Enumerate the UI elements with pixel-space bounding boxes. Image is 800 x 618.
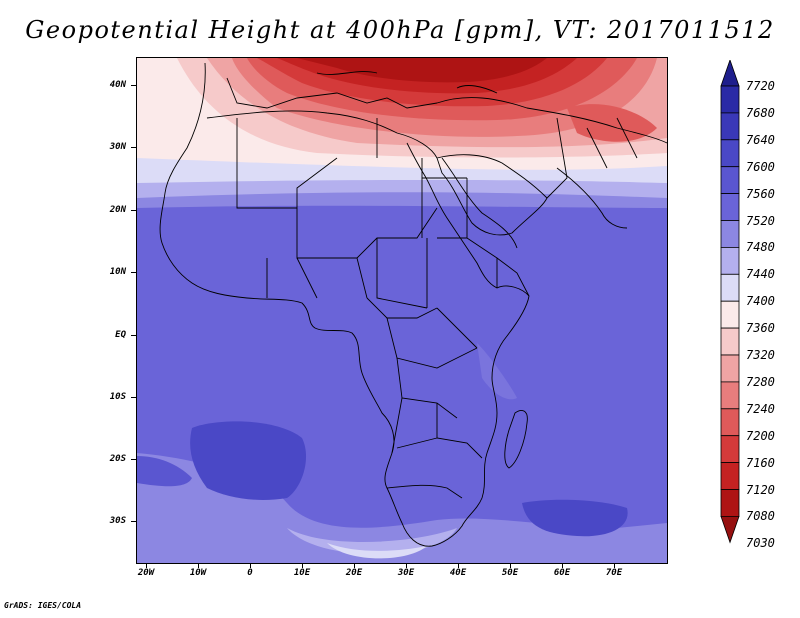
legend-label: 7480	[746, 240, 775, 255]
legend-label: 7160	[746, 455, 775, 470]
legend-swatch	[720, 139, 740, 168]
legend-label: 7400	[746, 294, 775, 309]
lon-tick	[198, 563, 199, 568]
lat-tick	[131, 85, 136, 86]
legend-swatch	[720, 435, 740, 464]
lat-label-10n: 10N	[109, 267, 126, 277]
legend-label: 7440	[746, 267, 775, 282]
legend-label: 7600	[746, 159, 775, 174]
legend-label: 7360	[746, 321, 775, 336]
lat-label-eq: EQ	[115, 330, 126, 340]
lat-label-20n: 20N	[109, 205, 126, 215]
legend-label: 7520	[746, 213, 775, 228]
color-legend-bar	[720, 60, 740, 544]
lat-label-30s: 30S	[109, 516, 126, 526]
lon-label-20w: 20W	[137, 568, 155, 578]
legend-swatch	[720, 354, 740, 383]
lon-tick	[302, 563, 303, 568]
lat-tick	[131, 272, 136, 273]
lat-label-20s: 20S	[109, 454, 126, 464]
lon-tick	[250, 563, 251, 568]
lon-label-30e: 30E	[397, 568, 415, 578]
legend-label: 7120	[746, 482, 775, 497]
legend-swatch	[720, 193, 740, 221]
lat-label-10s: 10S	[109, 392, 126, 402]
grads-credit: GrADS: IGES/COLA	[4, 601, 82, 610]
lon-tick	[614, 563, 615, 568]
lon-tick	[562, 563, 563, 568]
map-title: Geopotential Height at 400hPa [gpm], VT:…	[25, 16, 775, 44]
legend-label: 7200	[746, 428, 775, 443]
lat-tick	[131, 521, 136, 522]
legend-swatch	[720, 408, 740, 437]
legend-swatch	[720, 489, 740, 517]
legend-swatch	[720, 60, 740, 87]
lon-tick	[354, 563, 355, 568]
lon-label-40e: 40E	[449, 568, 467, 578]
legend-label: 7280	[746, 374, 775, 389]
lon-label-60e: 60E	[553, 568, 571, 578]
legend-label: 7080	[746, 509, 775, 524]
map-panel	[136, 57, 668, 564]
lon-tick	[510, 563, 511, 568]
legend-label: 7680	[746, 105, 775, 120]
legend-swatch	[720, 381, 740, 410]
lat-label-30n: 30N	[109, 142, 126, 152]
legend-label: 7640	[746, 132, 775, 147]
legend-swatch	[720, 516, 740, 544]
legend-swatch	[720, 273, 740, 302]
lon-label-10e: 10E	[293, 568, 311, 578]
lon-tick	[146, 563, 147, 568]
lat-tick	[131, 335, 136, 336]
legend-swatch	[720, 220, 740, 248]
legend-label: 7720	[746, 79, 775, 93]
legend-label: 7560	[746, 186, 775, 201]
lon-label-20e: 20E	[345, 568, 363, 578]
lat-tick	[131, 459, 136, 460]
lon-label-10w: 10W	[189, 568, 207, 578]
lat-label-40n: 40N	[109, 80, 126, 90]
legend-swatch	[720, 300, 740, 329]
lat-tick	[131, 147, 136, 148]
lon-label-0: 0	[247, 568, 253, 578]
legend-label: 7320	[746, 348, 775, 362]
legend-swatch	[720, 327, 740, 356]
lon-tick	[406, 563, 407, 568]
lat-tick	[131, 210, 136, 211]
lon-label-70e: 70E	[605, 568, 623, 578]
legend-swatch	[720, 246, 740, 275]
legend-label: 7030	[746, 536, 775, 551]
legend-label: 7240	[746, 401, 775, 416]
legend-swatch	[720, 85, 740, 114]
legend-swatch	[720, 112, 740, 141]
lon-label-50e: 50E	[501, 568, 519, 578]
legend-swatch	[720, 462, 740, 490]
lat-tick	[131, 397, 136, 398]
legend-swatch	[720, 166, 740, 194]
geopotential-field	[137, 58, 667, 563]
lon-tick	[458, 563, 459, 568]
